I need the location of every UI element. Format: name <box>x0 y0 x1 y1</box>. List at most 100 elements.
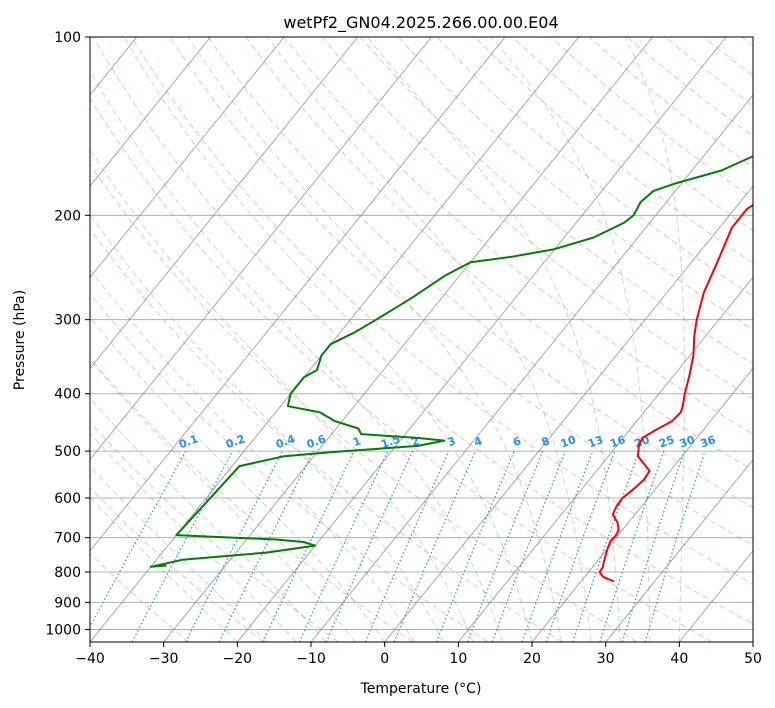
mixing-ratio-line <box>364 450 450 642</box>
isotherm-line <box>236 37 727 642</box>
x-tick-label: 10 <box>449 651 467 667</box>
mixing-ratio-label: 0.2 <box>224 432 247 451</box>
mixing-ratio-line <box>545 450 616 642</box>
isotherm-line <box>310 94 753 642</box>
moist-adiabat-line <box>90 316 386 642</box>
y-tick-label: 100 <box>54 30 81 46</box>
isopleth-labels: -100-90-80-70-60-50-40-30-20-10010203040… <box>177 432 718 451</box>
mixing-ratio-label: 2 <box>410 434 422 449</box>
mixing-ratio-label: 13 <box>586 433 605 450</box>
mixing-ratio-line <box>644 450 706 642</box>
moist-adiabat-line <box>90 465 268 642</box>
mixing-ratio-line <box>521 450 594 642</box>
y-tick-label: 600 <box>54 491 81 507</box>
isotherm-line <box>90 37 285 279</box>
mixing-ratio-line <box>218 450 314 642</box>
x-tick-label: 0 <box>380 651 389 667</box>
moist-adiabat-line <box>366 37 621 642</box>
mixing-ratio-line <box>599 450 665 642</box>
moist-adiabat-line <box>90 69 503 642</box>
mixing-ratio-label: 0.4 <box>274 432 297 451</box>
mixing-ratio-label: 6 <box>511 434 523 449</box>
mixing-ratio-label: 3 <box>446 434 458 449</box>
plot-frame <box>89 36 754 643</box>
moist-adiabat-line <box>624 37 685 642</box>
mixing-ratio-label: 1 <box>351 434 363 449</box>
dry-adiabat-line <box>169 37 753 547</box>
mixing-ratio-label: 8 <box>540 434 552 449</box>
dry-adiabat-line <box>588 37 753 168</box>
x-tick-label: −10 <box>296 651 326 667</box>
mixing-ratio-label: 16 <box>608 433 627 451</box>
y-tick-label: 900 <box>54 595 81 611</box>
y-tick-label: 400 <box>54 387 81 403</box>
mixing-ratio-line <box>572 450 640 642</box>
y-axis-label: Pressure (hPa) <box>12 290 28 390</box>
chart-title: wetPf2_GN04.2025.266.00.00.E04 <box>283 13 558 33</box>
y-tick-label: 500 <box>54 444 81 460</box>
dry-adiabat-line <box>398 37 753 331</box>
moist-adiabat-line <box>491 37 651 642</box>
grid <box>90 37 753 630</box>
isotherm-line <box>90 37 211 187</box>
mixing-ratio-label: 4 <box>472 434 484 449</box>
isotherm-line <box>90 37 580 642</box>
axes: −40 −30 −20 −10 0 10 20 30 40 5010020030040050060… <box>45 30 762 667</box>
y-tick-label: 700 <box>54 531 81 547</box>
dry-adiabat-line <box>207 37 753 509</box>
x-tick-label: −40 <box>75 651 105 667</box>
x-tick-label: 40 <box>670 651 688 667</box>
moist-adiabat-line <box>187 37 562 642</box>
isotherm-line <box>163 37 653 642</box>
dry-adiabat-line <box>90 163 638 642</box>
moist-adiabat-line <box>90 496 238 642</box>
temperature-profile-line <box>598 203 753 583</box>
mixing-ratio-line <box>298 450 389 642</box>
mixing-ratio-line <box>90 450 187 628</box>
dewpoint-profile-line <box>149 155 753 568</box>
isotherm-line <box>90 37 506 552</box>
dry-adiabat-line <box>90 97 712 642</box>
x-tick-label: 30 <box>597 651 615 667</box>
mixing-ratio-label: 36 <box>699 433 718 451</box>
dry-adiabat-line <box>436 37 753 297</box>
moist-adiabat-line <box>90 148 474 642</box>
y-tick-label: 1000 <box>45 622 81 638</box>
x-tick-label: 20 <box>523 651 541 667</box>
mixing-ratio-label: 0.6 <box>305 432 328 451</box>
isotherm-line <box>384 185 753 642</box>
dry-adiabat-line <box>93 37 753 625</box>
mixing-ratio-label: 10 <box>559 433 578 451</box>
y-tick-label: 200 <box>54 208 81 224</box>
moist-adiabats <box>90 37 685 642</box>
isotherm-line <box>605 458 753 642</box>
isotherm-line <box>457 276 753 642</box>
moist-adiabat-line <box>90 268 415 642</box>
mixing-ratio-label: 25 <box>657 433 676 450</box>
y-tick-label: 800 <box>54 565 81 581</box>
x-tick-label: −30 <box>149 651 179 667</box>
moist-adiabat-line <box>266 37 592 642</box>
dry-adiabat-line <box>90 228 563 642</box>
mixing-ratio-label: 30 <box>678 433 697 451</box>
mixing-ratio-label: 0.1 <box>177 432 200 451</box>
dry-adiabat-line <box>90 292 488 642</box>
mixing-ratio-line <box>393 450 476 642</box>
dry-adiabat-line <box>283 37 753 435</box>
skewed-isotherms <box>90 37 753 642</box>
isotherm-line <box>531 367 753 642</box>
isotherm-line <box>90 37 432 461</box>
isotherm-line <box>90 37 359 370</box>
moist-adiabat-line <box>123 37 533 642</box>
moist-adiabat-line <box>90 358 356 642</box>
x-tick-label: −20 <box>223 651 253 667</box>
x-tick-label: 50 <box>744 651 762 667</box>
x-axis-label: Temperature (°C) <box>360 681 482 697</box>
dry-adiabat-line <box>90 421 339 642</box>
mixing-ratio-line <box>325 450 414 642</box>
mixing-ratio-line <box>621 450 685 642</box>
plot-area: -100-90-80-70-60-50-40-30-20-10010203040… <box>90 37 753 642</box>
mixing-ratio-label: 20 <box>633 433 652 451</box>
